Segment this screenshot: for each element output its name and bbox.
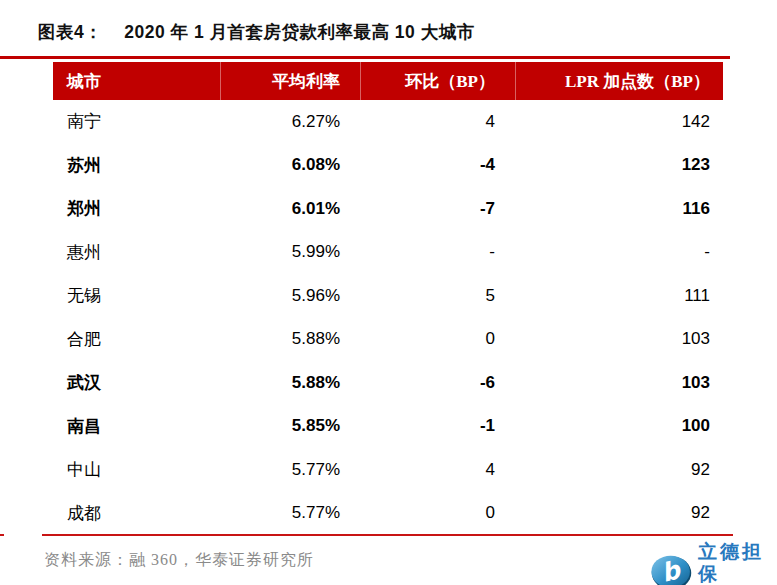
- figure-label: 图表4：: [38, 20, 102, 44]
- cell-mom: 0: [360, 329, 515, 349]
- source-note: 资料来源：融 360，华泰证券研究所: [44, 550, 314, 571]
- title-underline: [0, 56, 730, 59]
- table-row: 郑州 6.01% -7 116: [53, 187, 723, 231]
- cell-mom: 4: [360, 460, 515, 480]
- table-row: 南宁 6.27% 4 142: [53, 100, 723, 144]
- cell-city: 惠州: [53, 241, 220, 264]
- table-bottom-rule-edge-fragment: [0, 534, 4, 536]
- cell-mom: -1: [360, 416, 515, 436]
- col-header-lpr-addon: LPR 加点数（BP）: [515, 62, 723, 100]
- cell-rate: 5.88%: [220, 373, 360, 393]
- col-header-city: 城市: [53, 62, 220, 100]
- lide-guarantee-logo: b 立德担保 LIDE GUARANTEE: [650, 541, 777, 585]
- cell-lpr: 123: [515, 155, 723, 175]
- cell-lpr: -: [515, 242, 723, 262]
- cell-city: 南昌: [53, 415, 220, 438]
- cell-mom: -: [360, 242, 515, 262]
- col-header-mom-bp: 环比（BP）: [360, 62, 515, 100]
- table-row: 苏州 6.08% -4 123: [53, 144, 723, 188]
- cell-rate: 6.27%: [220, 112, 360, 132]
- cell-rate: 6.08%: [220, 155, 360, 175]
- cell-mom: -4: [360, 155, 515, 175]
- cell-rate: 5.99%: [220, 242, 360, 262]
- cell-mom: -7: [360, 199, 515, 219]
- cell-mom: 4: [360, 112, 515, 132]
- figure-title: 图表4： 2020 年 1 月首套房贷款利率最高 10 大城市: [38, 20, 475, 44]
- cell-city: 中山: [53, 458, 220, 481]
- cell-rate: 5.77%: [220, 503, 360, 523]
- cell-city: 郑州: [53, 197, 220, 220]
- cell-lpr: 92: [515, 503, 723, 523]
- cell-mom: 5: [360, 286, 515, 306]
- table-bottom-rule: [42, 534, 733, 536]
- table-row: 成都 5.77% 0 92: [53, 492, 723, 536]
- cell-rate: 5.88%: [220, 329, 360, 349]
- cell-rate: 5.96%: [220, 286, 360, 306]
- cell-lpr: 111: [515, 286, 723, 306]
- cell-lpr: 103: [515, 373, 723, 393]
- table-row: 合肥 5.88% 0 103: [53, 318, 723, 362]
- cell-city: 无锡: [53, 284, 220, 307]
- table-row: 无锡 5.96% 5 111: [53, 274, 723, 318]
- cell-mom: 0: [360, 503, 515, 523]
- cell-rate: 5.85%: [220, 416, 360, 436]
- table-row: 惠州 5.99% - -: [53, 231, 723, 275]
- cell-lpr: 116: [515, 199, 723, 219]
- figure-title-text: 2020 年 1 月首套房贷款利率最高 10 大城市: [124, 20, 474, 44]
- cell-city: 武汉: [53, 371, 220, 394]
- table-header-row: 城市 平均利率 环比（BP） LPR 加点数（BP）: [53, 62, 723, 100]
- data-table: 城市 平均利率 环比（BP） LPR 加点数（BP） 南宁 6.27% 4 14…: [53, 62, 723, 535]
- cell-mom: -6: [360, 373, 515, 393]
- table-row: 武汉 5.88% -6 103: [53, 361, 723, 405]
- cell-city: 南宁: [53, 110, 220, 133]
- lide-logo-cn: 立德担保: [698, 541, 777, 585]
- lide-logo-text: 立德担保 LIDE GUARANTEE: [698, 541, 777, 585]
- report-figure-page: 图表4： 2020 年 1 月首套房贷款利率最高 10 大城市 城市 平均利率 …: [0, 0, 777, 585]
- cell-lpr: 103: [515, 329, 723, 349]
- cell-lpr: 92: [515, 460, 723, 480]
- col-header-avg-rate: 平均利率: [220, 62, 360, 100]
- cell-city: 成都: [53, 502, 220, 525]
- table-row: 南昌 5.85% -1 100: [53, 405, 723, 449]
- cell-rate: 6.01%: [220, 199, 360, 219]
- lide-logo-icon: b: [650, 552, 693, 585]
- table-row: 中山 5.77% 4 92: [53, 448, 723, 492]
- cell-city: 合肥: [53, 328, 220, 351]
- cell-lpr: 100: [515, 416, 723, 436]
- cell-lpr: 142: [515, 112, 723, 132]
- cell-city: 苏州: [53, 154, 220, 177]
- cell-rate: 5.77%: [220, 460, 360, 480]
